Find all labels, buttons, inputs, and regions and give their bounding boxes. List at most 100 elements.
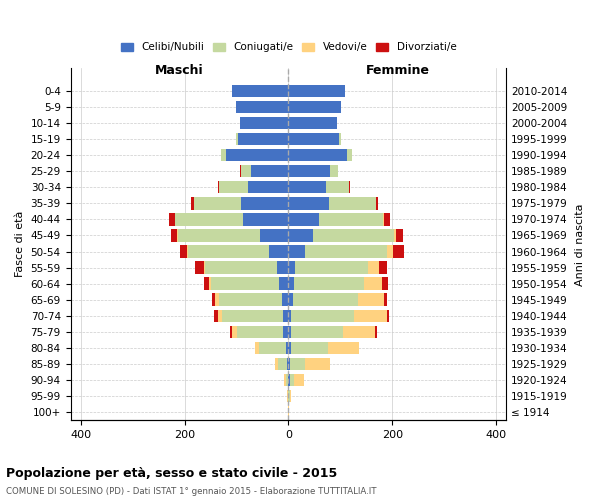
- Bar: [289, 358, 290, 370]
- Bar: [289, 245, 305, 258]
- Bar: [175, 213, 243, 226]
- Bar: [282, 294, 289, 306]
- Bar: [221, 149, 226, 162]
- Bar: [283, 326, 289, 338]
- Bar: [194, 262, 204, 274]
- Bar: [289, 342, 291, 354]
- Bar: [220, 181, 248, 194]
- Bar: [289, 116, 337, 129]
- Bar: [286, 374, 289, 386]
- Bar: [232, 326, 236, 338]
- Bar: [279, 278, 289, 290]
- Bar: [289, 278, 293, 290]
- Bar: [386, 310, 389, 322]
- Bar: [290, 374, 293, 386]
- Bar: [230, 326, 232, 338]
- Bar: [226, 149, 289, 162]
- Bar: [376, 197, 378, 209]
- Bar: [364, 278, 382, 290]
- Bar: [243, 213, 289, 226]
- Text: Popolazione per età, sesso e stato civile - 2015: Popolazione per età, sesso e stato civil…: [6, 468, 337, 480]
- Bar: [219, 294, 282, 306]
- Bar: [194, 197, 241, 209]
- Bar: [349, 181, 350, 194]
- Bar: [382, 278, 388, 290]
- Bar: [385, 213, 389, 226]
- Bar: [236, 326, 283, 338]
- Bar: [255, 342, 259, 354]
- Bar: [188, 245, 269, 258]
- Bar: [187, 245, 188, 258]
- Bar: [289, 132, 339, 145]
- Bar: [171, 229, 178, 241]
- Bar: [259, 342, 286, 354]
- Bar: [236, 132, 238, 145]
- Bar: [278, 358, 287, 370]
- Bar: [222, 310, 283, 322]
- Bar: [204, 262, 205, 274]
- Bar: [215, 294, 219, 306]
- Bar: [394, 229, 397, 241]
- Bar: [291, 310, 355, 322]
- Bar: [291, 326, 343, 338]
- Bar: [289, 149, 347, 162]
- Bar: [305, 245, 387, 258]
- Bar: [289, 213, 319, 226]
- Bar: [214, 310, 218, 322]
- Bar: [283, 310, 289, 322]
- Bar: [329, 197, 376, 209]
- Text: Femmine: Femmine: [365, 64, 430, 77]
- Bar: [236, 100, 289, 113]
- Bar: [313, 229, 394, 241]
- Bar: [293, 294, 358, 306]
- Bar: [289, 100, 341, 113]
- Bar: [289, 390, 290, 402]
- Bar: [383, 213, 385, 226]
- Bar: [397, 229, 403, 241]
- Bar: [218, 181, 220, 194]
- Bar: [355, 310, 386, 322]
- Bar: [295, 262, 368, 274]
- Bar: [287, 358, 289, 370]
- Bar: [289, 262, 295, 274]
- Bar: [179, 245, 187, 258]
- Bar: [291, 342, 328, 354]
- Bar: [347, 149, 352, 162]
- Bar: [169, 213, 175, 226]
- Bar: [232, 84, 289, 97]
- Bar: [326, 181, 349, 194]
- Text: Maschi: Maschi: [155, 64, 204, 77]
- Bar: [339, 132, 341, 145]
- Y-axis label: Anni di nascita: Anni di nascita: [575, 203, 585, 285]
- Bar: [286, 342, 289, 354]
- Bar: [289, 197, 329, 209]
- Bar: [289, 181, 326, 194]
- Bar: [394, 245, 404, 258]
- Bar: [330, 165, 338, 177]
- Bar: [368, 262, 379, 274]
- Bar: [277, 262, 289, 274]
- Bar: [289, 294, 293, 306]
- Bar: [289, 310, 291, 322]
- Bar: [293, 374, 304, 386]
- Bar: [289, 84, 344, 97]
- Bar: [385, 294, 387, 306]
- Bar: [289, 229, 313, 241]
- Bar: [218, 310, 222, 322]
- Text: COMUNE DI SOLESINO (PD) - Dati ISTAT 1° gennaio 2015 - Elaborazione TUTTITALIA.I: COMUNE DI SOLESINO (PD) - Dati ISTAT 1° …: [6, 487, 377, 496]
- Y-axis label: Fasce di età: Fasce di età: [15, 211, 25, 278]
- Bar: [284, 374, 286, 386]
- Bar: [251, 165, 289, 177]
- Bar: [290, 358, 305, 370]
- Bar: [358, 294, 385, 306]
- Bar: [191, 197, 194, 209]
- Bar: [289, 165, 330, 177]
- Bar: [293, 278, 364, 290]
- Bar: [387, 245, 394, 258]
- Bar: [375, 326, 377, 338]
- Bar: [305, 358, 330, 370]
- Bar: [212, 294, 215, 306]
- Bar: [248, 181, 289, 194]
- Bar: [260, 229, 289, 241]
- Bar: [240, 116, 289, 129]
